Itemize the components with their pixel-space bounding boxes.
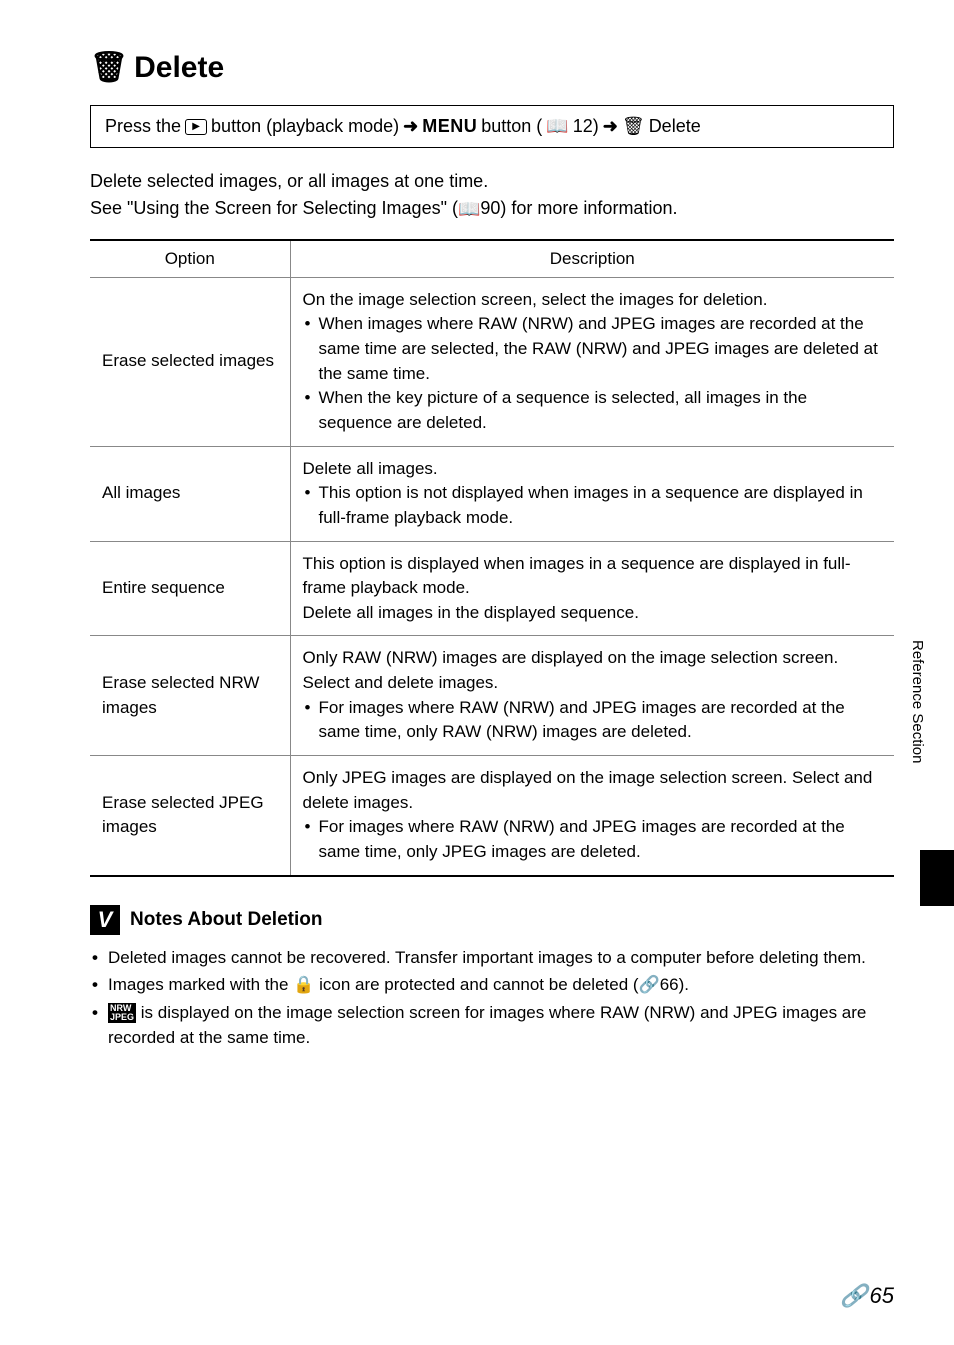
opt-name: Erase selected JPEG images bbox=[90, 756, 290, 876]
page-num-value: 65 bbox=[870, 1283, 894, 1309]
play-label: button (playback mode) bbox=[211, 116, 399, 137]
desc-bullet: This option is not displayed when images… bbox=[303, 481, 883, 530]
menu-ref: 12) bbox=[573, 116, 599, 137]
table-row: Erase selected images On the image selec… bbox=[90, 277, 894, 446]
menu-label: MENU bbox=[422, 116, 477, 137]
trash-icon: 🗑 bbox=[622, 116, 645, 137]
table-row: Erase selected JPEG images Only JPEG ima… bbox=[90, 756, 894, 876]
opt-name: All images bbox=[90, 446, 290, 541]
opt-desc: Only JPEG images are displayed on the im… bbox=[290, 756, 894, 876]
press-instruction-box: Press the ▶ button (playback mode) ➜ MEN… bbox=[90, 105, 894, 148]
book-icon: 📖 bbox=[546, 116, 568, 137]
table-header-row: Option Description bbox=[90, 240, 894, 278]
desc-bullet: When images where RAW (NRW) and JPEG ima… bbox=[303, 312, 883, 386]
check-icon: V bbox=[90, 905, 120, 935]
link-icon: 🔗 bbox=[639, 975, 660, 994]
desc-bullet: For images where RAW (NRW) and JPEG imag… bbox=[303, 815, 883, 864]
opt-desc: This option is displayed when images in … bbox=[290, 541, 894, 636]
intro-line1: Delete selected images, or all images at… bbox=[90, 171, 488, 191]
notes-header: V Notes About Deletion bbox=[90, 905, 894, 935]
page-prefix-icon: 🔗 bbox=[840, 1283, 867, 1309]
delete-label: Delete bbox=[649, 116, 701, 137]
press-prefix: Press the bbox=[105, 116, 181, 137]
desc-lead: Delete all images. bbox=[303, 459, 438, 478]
note-text: is displayed on the image selection scre… bbox=[108, 1003, 866, 1048]
intro-text: Delete selected images, or all images at… bbox=[90, 168, 894, 223]
desc-lead: Only JPEG images are displayed on the im… bbox=[303, 768, 873, 812]
intro-line2-ref: 90) for more information. bbox=[480, 198, 677, 218]
desc-bullet: For images where RAW (NRW) and JPEG imag… bbox=[303, 696, 883, 745]
nrw-jpeg-icon: NRWJPEG bbox=[108, 1003, 136, 1023]
col-description: Description bbox=[290, 240, 894, 278]
page-number: 🔗65 bbox=[840, 1283, 894, 1309]
side-tab-label: Reference Section bbox=[909, 640, 926, 763]
trash-icon: 🗑 bbox=[90, 50, 128, 85]
options-table: Option Description Erase selected images… bbox=[90, 239, 894, 877]
protect-icon: 🔒 bbox=[293, 975, 314, 994]
table-row: Erase selected NRW images Only RAW (NRW)… bbox=[90, 636, 894, 756]
book-icon: 📖 bbox=[458, 196, 480, 223]
arrow-icon: ➜ bbox=[603, 116, 618, 137]
note-text: Images marked with the bbox=[108, 975, 293, 994]
opt-desc: Only RAW (NRW) images are displayed on t… bbox=[290, 636, 894, 756]
table-row: Entire sequence This option is displayed… bbox=[90, 541, 894, 636]
note-item: NRWJPEG is displayed on the image select… bbox=[90, 1000, 894, 1051]
notes-title: Notes About Deletion bbox=[130, 909, 322, 931]
opt-desc: On the image selection screen, select th… bbox=[290, 277, 894, 446]
opt-name: Erase selected images bbox=[90, 277, 290, 446]
intro-line2a: See "Using the Screen for Selecting Imag… bbox=[90, 198, 458, 218]
note-item: Deleted images cannot be recovered. Tran… bbox=[90, 945, 894, 971]
desc-lead: Only RAW (NRW) images are displayed on t… bbox=[303, 648, 839, 692]
page-title: 🗑 Delete bbox=[90, 50, 894, 85]
opt-desc: Delete all images. This option is not di… bbox=[290, 446, 894, 541]
table-row: All images Delete all images. This optio… bbox=[90, 446, 894, 541]
note-ref: 66). bbox=[660, 975, 689, 994]
opt-name: Entire sequence bbox=[90, 541, 290, 636]
play-button-icon: ▶ bbox=[185, 119, 207, 135]
opt-name: Erase selected NRW images bbox=[90, 636, 290, 756]
side-tab-marker bbox=[920, 850, 954, 906]
col-option: Option bbox=[90, 240, 290, 278]
desc-bullet: When the key picture of a sequence is se… bbox=[303, 386, 883, 435]
menu-suffix: button ( bbox=[481, 116, 542, 137]
note-item: Images marked with the 🔒 icon are protec… bbox=[90, 972, 894, 998]
arrow-icon: ➜ bbox=[403, 116, 418, 137]
title-text: Delete bbox=[134, 51, 224, 85]
note-text: icon are protected and cannot be deleted… bbox=[314, 975, 638, 994]
desc-lead: On the image selection screen, select th… bbox=[303, 290, 768, 309]
notes-list: Deleted images cannot be recovered. Tran… bbox=[90, 945, 894, 1051]
